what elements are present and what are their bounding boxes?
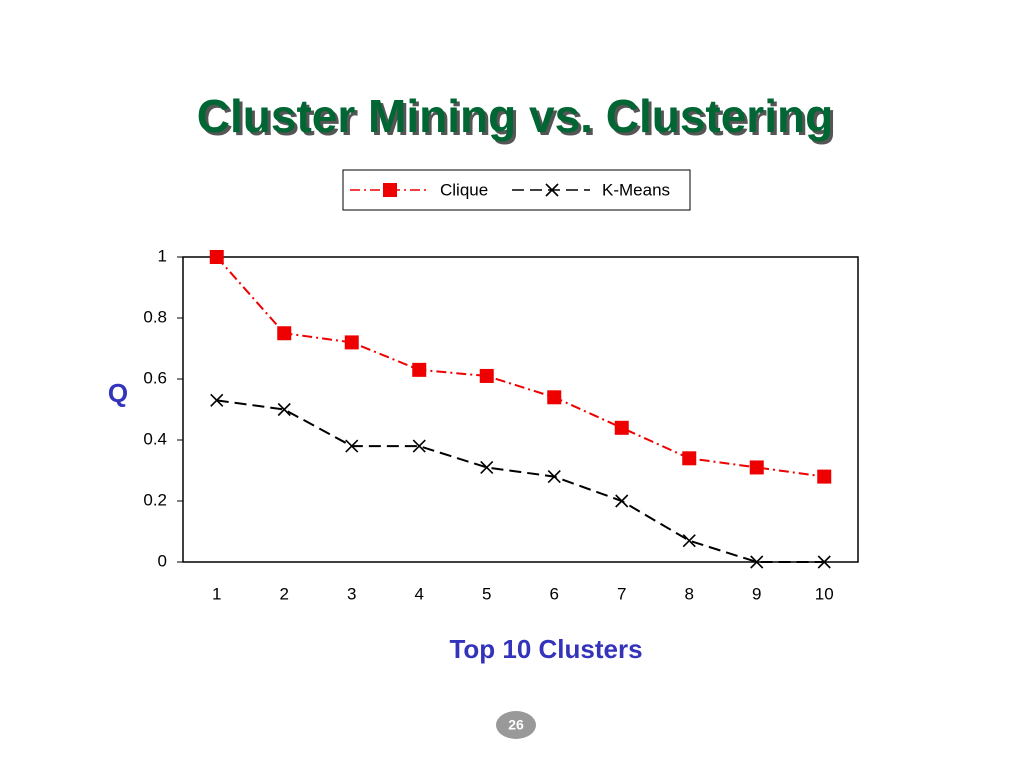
data-point	[345, 439, 359, 453]
page-number: 26	[508, 717, 524, 733]
legend-marker	[545, 183, 559, 197]
x-tick-label: 10	[815, 584, 834, 603]
x-tick-label: 6	[550, 584, 559, 603]
x-tick-label: 8	[685, 584, 694, 603]
x-tick-label: 9	[752, 584, 761, 603]
y-tick-label: 0	[158, 551, 167, 570]
y-axis-label: Q	[108, 378, 128, 408]
y-tick-label: 0.4	[143, 429, 167, 448]
x-tick-label: 4	[415, 584, 424, 603]
data-point	[209, 250, 224, 264]
data-point	[412, 439, 426, 453]
data-point	[615, 494, 629, 508]
data-point	[614, 420, 629, 435]
legend-marker	[383, 183, 397, 197]
title-shadow: Cluster Mining vs. Clustering	[200, 93, 836, 145]
data-point	[210, 393, 224, 407]
y-tick-label: 0.6	[143, 368, 167, 387]
plot-area	[182, 256, 859, 563]
data-point	[412, 362, 427, 377]
series-line	[216, 256, 825, 478]
data-point	[682, 451, 697, 466]
y-tick-label: 0.8	[143, 307, 167, 326]
data-point	[344, 335, 359, 350]
x-tick-label: 3	[347, 584, 356, 603]
chart-title: Cluster Mining vs. Clustering	[197, 90, 833, 142]
x-tick-label: 7	[617, 584, 626, 603]
x-tick-label: 5	[482, 584, 491, 603]
legend-label: Clique	[440, 180, 488, 199]
data-point	[749, 460, 764, 475]
x-tick-label: 2	[280, 584, 289, 603]
x-tick-label: 1	[212, 584, 221, 603]
data-point	[277, 402, 291, 417]
data-point	[682, 534, 696, 548]
data-point	[547, 390, 562, 405]
data-point	[480, 460, 494, 475]
y-tick-label: 0.2	[143, 490, 167, 509]
series-line	[216, 399, 825, 563]
data-point	[750, 555, 764, 569]
data-point	[479, 368, 494, 383]
y-tick-label: 1	[158, 246, 167, 265]
data-point	[817, 555, 831, 569]
data-point	[817, 469, 832, 484]
legend-label: K-Means	[602, 180, 670, 199]
page-badge	[496, 711, 536, 739]
data-point	[547, 470, 561, 484]
x-axis-label: Top 10 Clusters	[449, 634, 642, 664]
data-point	[277, 326, 292, 341]
